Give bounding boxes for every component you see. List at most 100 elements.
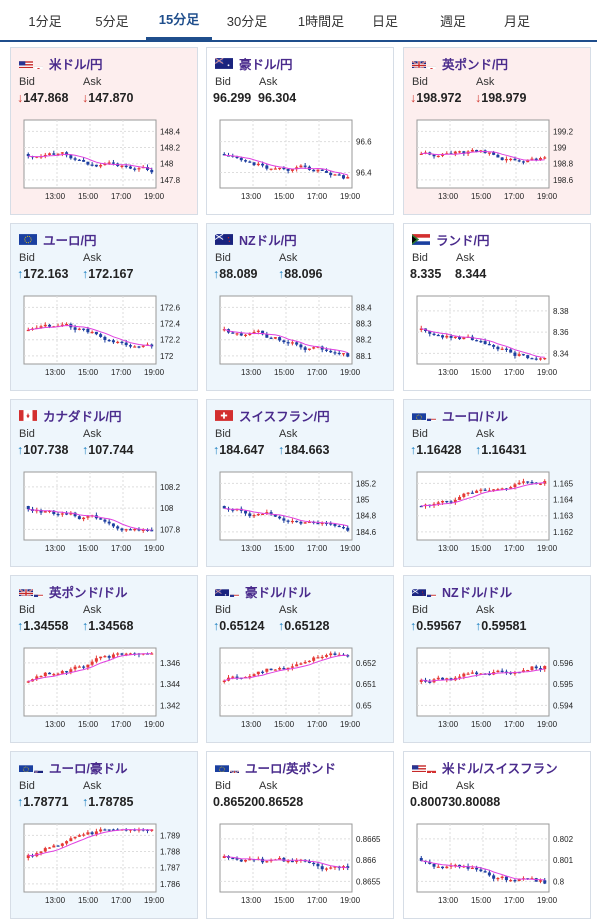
x-tick-label: 17:00 (307, 368, 328, 377)
candle-body (342, 175, 345, 178)
pair-title[interactable]: NZドル/円 (239, 230, 297, 249)
candle-body (270, 169, 273, 170)
tab-1時間足[interactable]: 1時間足 (282, 0, 360, 40)
tab-日足[interactable]: 日足 (362, 0, 408, 40)
bid-value: ↑1.34558 (17, 619, 68, 633)
ask-value-text: 198.979 (481, 91, 526, 105)
candle-body (244, 160, 247, 161)
tab-5分足[interactable]: 5分足 (84, 0, 140, 40)
candle-body (65, 324, 68, 325)
candle-body (484, 341, 487, 344)
bid-label: Bid (19, 252, 35, 264)
ask-value: 0.86528 (258, 795, 303, 809)
card-header: ランド/円 (412, 231, 489, 247)
candle-body (65, 671, 68, 672)
bid-value: ↑184.647 (213, 443, 264, 457)
candle-body (543, 880, 546, 883)
pair-title[interactable]: カナダドル/円 (43, 406, 121, 425)
tab-1分足[interactable]: 1分足 (14, 0, 76, 40)
tab-週足[interactable]: 週足 (420, 0, 486, 40)
pair-title[interactable]: 米ドル/スイスフラン (442, 758, 558, 777)
candle-body (505, 159, 508, 160)
pair-title[interactable]: ユーロ/英ポンド (245, 758, 336, 777)
candle-body (475, 868, 478, 870)
x-tick-label: 15:00 (471, 368, 492, 377)
x-tick-label: 17:00 (504, 544, 525, 553)
bid-value: 0.80073 (410, 795, 455, 809)
candle-body (513, 353, 516, 356)
pair-title[interactable]: 英ポンド/円 (442, 54, 508, 73)
pair-title[interactable]: ユーロ/円 (43, 230, 96, 249)
pair-title[interactable]: 豪ドル/ドル (245, 582, 311, 601)
pair-title[interactable]: ランド/円 (436, 230, 489, 249)
candle-body (321, 657, 324, 658)
tab-月足[interactable]: 月足 (490, 0, 544, 40)
bid-value: ↑1.78771 (17, 795, 68, 809)
pair-title[interactable]: 英ポンド/ドル (49, 582, 127, 601)
candle-body (518, 160, 521, 161)
pair-title[interactable]: NZドル/ドル (442, 582, 512, 601)
candle-body (61, 152, 64, 153)
candle-body (475, 340, 478, 341)
bid-label: Bid (412, 252, 428, 264)
pair-title[interactable]: 米ドル/円 (49, 54, 102, 73)
candle-body (333, 174, 336, 175)
pair-title[interactable]: ユーロ/豪ドル (49, 758, 127, 777)
card-header: ユーロ/円 (19, 231, 96, 247)
candle-body (346, 177, 349, 178)
candle-body (125, 529, 128, 530)
x-tick-label: 13:00 (241, 544, 262, 553)
pair-title[interactable]: スイスフラン/円 (239, 406, 330, 425)
x-tick-label: 17:00 (504, 368, 525, 377)
candle-body (304, 522, 307, 523)
candle-body (530, 358, 533, 359)
candle-body (526, 355, 529, 358)
candle-body (437, 156, 440, 157)
card-header: 英ポンド/ドル (19, 583, 127, 599)
candle-body (240, 333, 243, 335)
candle-body (248, 162, 251, 163)
pair-title[interactable]: ユーロ/ドル (442, 406, 508, 425)
tab-15分足[interactable]: 15分足 (146, 0, 212, 40)
tab-30分足[interactable]: 30分足 (214, 0, 280, 40)
y-tick-label: 108.2 (160, 483, 181, 492)
y-tick-label: 0.801 (553, 856, 574, 865)
candle-body (129, 345, 132, 346)
ask-value: ↑184.663 (278, 443, 329, 457)
pair-title[interactable]: 豪ドル/円 (239, 54, 292, 73)
x-tick-label: 19:00 (144, 720, 165, 729)
bid-value-text: 147.868 (23, 91, 68, 105)
bid-value: 8.335 (410, 267, 441, 281)
